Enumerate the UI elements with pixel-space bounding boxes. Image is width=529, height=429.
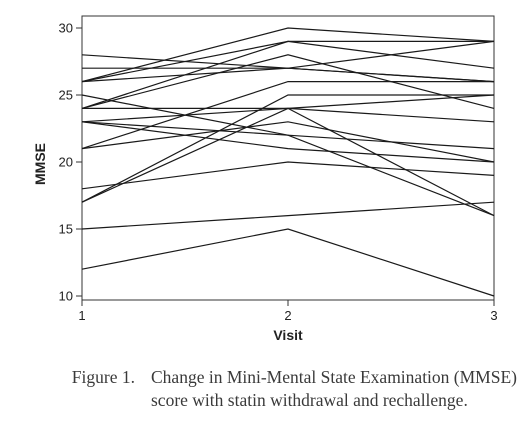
line-chart: 10 15 20 25 30 1 2 3 MMSE Visit <box>32 15 498 343</box>
y-tick-label: 20 <box>59 155 73 170</box>
series-line-14 <box>81 121 495 150</box>
series-line-8 <box>81 54 495 109</box>
series-layer <box>81 27 495 297</box>
y-axis: 10 15 20 25 30 <box>59 21 82 304</box>
y-tick-label: 10 <box>59 289 73 304</box>
series-line-13 <box>81 80 494 150</box>
series-line-9 <box>82 94 495 110</box>
figure-caption: Figure 1. Change in Mini-Mental State Ex… <box>0 366 529 412</box>
y-tick-label: 15 <box>59 222 73 237</box>
figure-label: Figure 1. <box>71 367 135 387</box>
series-line-7 <box>81 40 494 109</box>
series-line-16 <box>81 107 495 217</box>
series-line-18 <box>81 201 495 230</box>
series-line-11 <box>81 121 495 163</box>
x-axis: 1 2 3 <box>78 300 498 323</box>
y-axis-title: MMSE <box>32 143 48 185</box>
x-tick-label: 2 <box>284 308 291 323</box>
figure-caption-text: Change in Mini-Mental State Examination … <box>151 367 517 410</box>
x-tick-label: 1 <box>78 308 85 323</box>
series-line-6 <box>81 94 495 217</box>
x-axis-title: Visit <box>273 327 303 343</box>
series-line-4 <box>81 67 495 83</box>
series-line-12 <box>81 121 495 163</box>
y-tick-label: 30 <box>59 21 73 36</box>
series-line-5 <box>82 40 495 69</box>
series-line-2 <box>81 27 495 83</box>
series-line-10 <box>81 107 495 123</box>
series-line-3 <box>81 40 495 83</box>
series-line-19 <box>81 228 495 297</box>
series-line-15 <box>81 94 494 203</box>
series-line-17 <box>81 161 495 190</box>
x-tick-label: 3 <box>490 308 497 323</box>
y-tick-label: 25 <box>59 88 73 103</box>
